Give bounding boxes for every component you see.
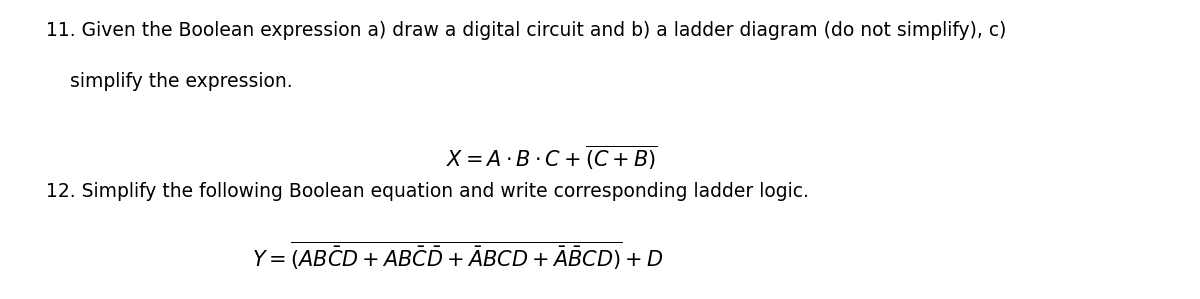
Text: simplify the expression.: simplify the expression. — [46, 72, 293, 91]
Text: $\mathit{X} = A \cdot B \cdot C + \overline{(C+B)}$: $\mathit{X} = A \cdot B \cdot C + \overl… — [446, 144, 658, 172]
Text: $\mathit{Y} = \overline{(AB\bar{C}D+AB\bar{C}\bar{D}+\bar{A}BCD+\bar{A}\bar{B}CD: $\mathit{Y} = \overline{(AB\bar{C}D+AB\b… — [252, 239, 664, 272]
Text: 11. Given the Boolean expression a) draw a digital circuit and b) a ladder diagr: 11. Given the Boolean expression a) draw… — [46, 21, 1006, 40]
Text: 12. Simplify the following Boolean equation and write corresponding ladder logic: 12. Simplify the following Boolean equat… — [46, 182, 809, 202]
